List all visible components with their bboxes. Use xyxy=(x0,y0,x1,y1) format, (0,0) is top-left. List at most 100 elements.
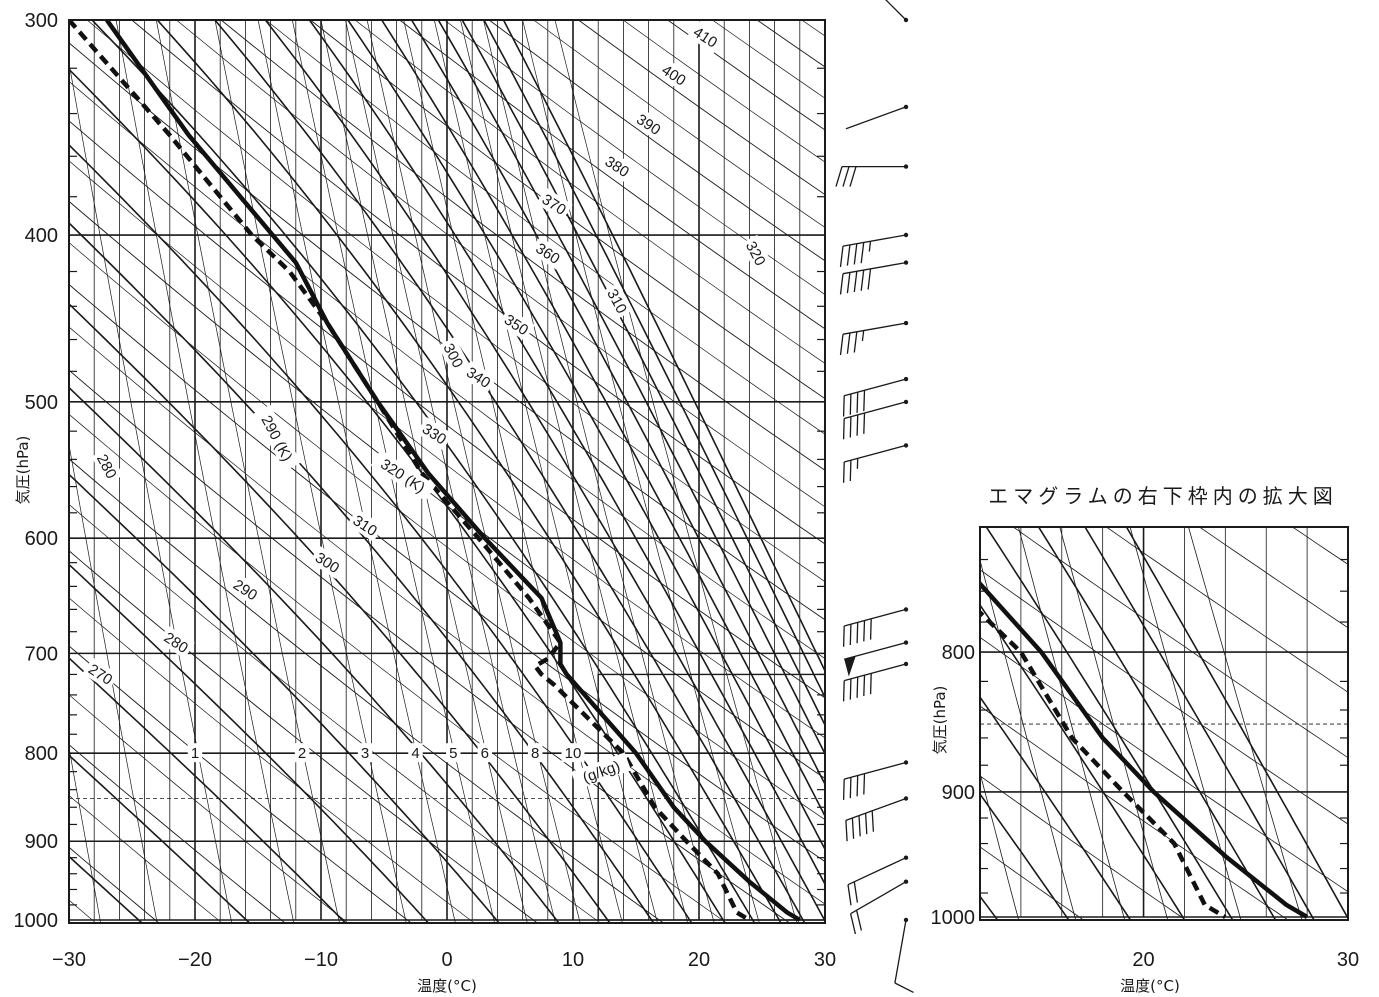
barb-half xyxy=(861,330,865,341)
barb-full xyxy=(863,390,866,412)
wind-barb xyxy=(839,260,909,295)
moist-adiabat xyxy=(69,656,347,923)
barb-shaft xyxy=(842,234,907,247)
moist-adiabat-label-group: 310 xyxy=(346,508,384,542)
barb-full xyxy=(869,618,872,640)
main-x-ticks: −30 −20 −10 0 10 20 30 xyxy=(52,949,836,971)
barb-full xyxy=(849,678,852,700)
x-tick-label: 20 xyxy=(688,949,710,971)
barb-full xyxy=(849,166,857,187)
barb-full xyxy=(856,775,859,797)
inset-plot-content xyxy=(980,527,1348,920)
moist-adiabat xyxy=(437,20,825,756)
barb-full xyxy=(842,395,845,417)
moist-adiabat xyxy=(69,563,430,923)
barb-full xyxy=(835,166,843,187)
wind-barbs xyxy=(835,0,914,993)
mixing-ratio-label: 10 xyxy=(565,745,582,762)
mixing-ratio-label-bg xyxy=(527,743,543,763)
dry-adiabat xyxy=(86,20,825,583)
moist-adiabat-label-bg xyxy=(157,625,195,659)
y-tick-label: 800 xyxy=(25,743,58,765)
wind-barb xyxy=(842,443,909,483)
barb-full xyxy=(849,416,852,438)
barb-shaft xyxy=(844,608,907,627)
mixing-ratio-label-group: 4 xyxy=(408,743,423,763)
moist-adiabat-label-bg xyxy=(346,508,384,542)
barb-full xyxy=(867,268,872,290)
x-tick-label: −30 xyxy=(52,949,86,971)
dry-adiabat xyxy=(69,645,412,923)
moist-adiabat xyxy=(346,20,825,851)
barb-shaft xyxy=(844,378,907,397)
moist-adiabat-label-bg xyxy=(529,236,567,270)
wind-barb xyxy=(845,796,909,842)
mixing-ratio-label-bg xyxy=(446,743,461,763)
wind-barb xyxy=(839,320,909,356)
barb-full xyxy=(869,673,872,695)
moist-adiabat xyxy=(502,20,825,673)
dry-adiabat xyxy=(69,795,223,923)
inset-dry-adiabat xyxy=(1198,527,1348,629)
inset-box xyxy=(597,673,825,921)
main-y-ticks: 300 400 500 600 700 800 900 1000 xyxy=(14,10,825,932)
dry-adiabat xyxy=(69,504,602,923)
barb-full xyxy=(856,391,859,413)
inset-x-axis-label: 温度(°C) xyxy=(1120,977,1180,995)
dry-adiabat-label-bg xyxy=(437,336,470,374)
dry-adiabat xyxy=(69,200,825,779)
mixing-ratio-label-group: 5 xyxy=(446,743,461,763)
inset-y-ticks: 800 900 1000 xyxy=(931,558,1348,929)
barb-full xyxy=(847,884,852,906)
wind-barb xyxy=(842,376,909,417)
dry-adiabat xyxy=(69,369,791,923)
y-tick-label: 400 xyxy=(25,225,58,247)
barb-full xyxy=(863,773,866,795)
inset-dry-adiabat xyxy=(980,846,1085,920)
inset-title: エマグラムの右下枠内の拡大図 xyxy=(988,484,1337,508)
mixing-ratio-label-group: 10 xyxy=(561,743,585,763)
mixing-ratio-label-bg xyxy=(561,743,585,763)
mixing-ratio-line xyxy=(554,20,798,923)
moist-adiabat xyxy=(69,754,251,923)
wind-barb xyxy=(849,879,909,935)
barb-full xyxy=(849,393,852,415)
inset-x-ticks: 20 30 xyxy=(1132,949,1359,971)
barb-shaft xyxy=(842,322,907,335)
inset-dry-adiabat xyxy=(1291,527,1348,565)
barb-shaft xyxy=(894,919,907,984)
inset-mixing-ratio-line xyxy=(980,558,1077,920)
dry-adiabat xyxy=(771,0,1379,935)
inset-dry-adiabat xyxy=(1012,527,1348,759)
inset-x-tick-label: 20 xyxy=(1132,949,1154,971)
inset-moist-adiabat xyxy=(1125,527,1348,920)
inset-plot-frame xyxy=(979,526,1349,921)
dry-adiabat-label-group: 280 xyxy=(91,447,124,485)
mixing-ratio-line xyxy=(460,20,689,923)
wind-barb xyxy=(847,855,909,906)
dry-adiabat xyxy=(69,120,825,699)
barb-full xyxy=(842,779,845,800)
mixing-ratio-label-bg xyxy=(571,752,632,790)
mixing-ratio-label: 8 xyxy=(531,745,539,762)
moist-adiabat xyxy=(156,20,782,923)
barb-full xyxy=(894,982,914,993)
barb-full xyxy=(845,820,848,842)
barb-full xyxy=(860,242,865,264)
dry-adiabat-label-group: 310 xyxy=(601,282,634,320)
dry-adiabat xyxy=(175,20,825,508)
barb-shaft xyxy=(842,261,907,275)
mixing-ratio-label: 1 xyxy=(191,745,199,762)
inset-y-tick-label: 1000 xyxy=(931,907,976,929)
inset-dry-adiabat xyxy=(980,569,1348,825)
barb-full xyxy=(856,676,859,698)
barb-full xyxy=(842,418,845,440)
y-tick-label: 300 xyxy=(25,10,58,32)
sounding-profiles xyxy=(69,20,801,922)
barb-full xyxy=(842,680,845,702)
barb-shaft xyxy=(844,444,907,463)
dry-adiabat-label-bg xyxy=(91,447,124,485)
mixing-ratio-line xyxy=(483,20,715,923)
barb-full xyxy=(849,460,852,482)
moist-adiabat-label-bg xyxy=(655,58,693,92)
